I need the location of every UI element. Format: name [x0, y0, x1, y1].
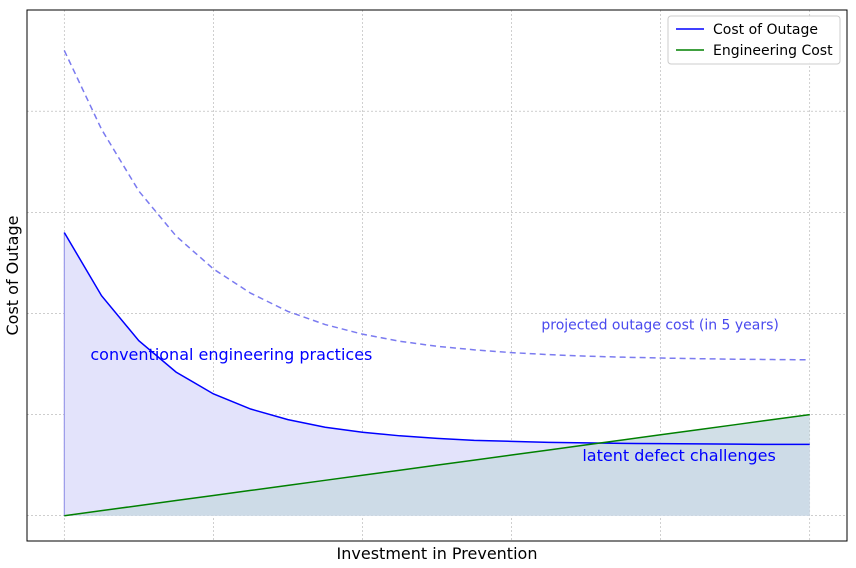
legend-label: Engineering Cost: [713, 43, 833, 59]
annotation-label: latent defect challenges: [582, 446, 775, 465]
series-lines: [63, 50, 810, 517]
projected-outage-line: [63, 50, 810, 361]
annotation-label: projected outage cost (in 5 years): [541, 318, 779, 334]
y-axis-label: Cost of Outage: [3, 216, 22, 336]
annotation-label: conventional engineering practices: [90, 345, 372, 364]
fill-areas: [63, 232, 810, 516]
engineering-cost-fill: [64, 414, 810, 516]
plot-frame: [26, 9, 848, 542]
engineering-cost-line: [64, 413, 810, 517]
x-axis-label: Investment in Prevention: [337, 544, 538, 563]
legend: Cost of Outage Engineering Cost: [667, 15, 841, 65]
outage-cost-line: [63, 232, 810, 446]
legend-box: [667, 15, 841, 65]
grid: [27, 10, 847, 541]
legend-label: Cost of Outage: [713, 22, 818, 38]
annotations: conventional engineering practices projec…: [90, 318, 779, 465]
